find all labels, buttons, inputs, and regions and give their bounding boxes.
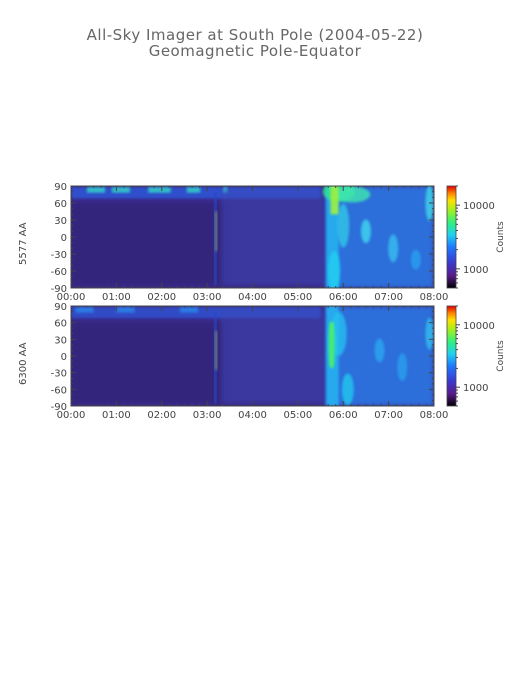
- x-tick-label: 07:00: [374, 410, 403, 421]
- heatmap-blob: [328, 251, 341, 288]
- heatmap-band-bright: [179, 307, 199, 313]
- y-tick-label: 90: [54, 302, 67, 313]
- y-tick-label: -30: [51, 250, 67, 261]
- x-tick-label: 02:00: [147, 292, 176, 303]
- heatmap-blob: [410, 249, 421, 270]
- colorbar-tick-label: 1000: [463, 383, 488, 394]
- heatmap-band-bright: [116, 307, 135, 313]
- heatmap-blob: [360, 219, 371, 244]
- heatmap-mid-region: [220, 188, 326, 286]
- colorbar-label: Counts: [496, 221, 506, 253]
- x-tick-label: 01:00: [102, 292, 131, 303]
- x-tick-label: 05:00: [283, 410, 312, 421]
- y-tick-label: -30: [51, 369, 67, 380]
- heatmap-blob: [337, 203, 350, 248]
- y-tick-label: -60: [51, 267, 67, 278]
- heatmap-core: [330, 186, 339, 215]
- colorbar-tick-label: 10000: [463, 321, 495, 332]
- heatmap-top-band: [71, 307, 321, 319]
- heatmap-spike-trail: [213, 191, 217, 286]
- heatmap-core: [329, 322, 334, 368]
- x-tick-label: 06:00: [329, 410, 358, 421]
- x-tick-label: 03:00: [193, 410, 222, 421]
- heatmap-blob: [341, 373, 354, 406]
- x-tick-label: 03:00: [193, 292, 222, 303]
- y-tick-label: 0: [61, 352, 67, 363]
- heatmap-spike-trail: [213, 311, 217, 404]
- y-axis-label: 5577 AA: [18, 222, 29, 265]
- colorbar: [446, 185, 457, 289]
- colorbar: [446, 305, 457, 407]
- heatmap-band-bright: [186, 187, 201, 193]
- heatmap-image: [71, 306, 434, 406]
- colorbar-tick-label: 10000: [463, 201, 495, 212]
- x-tick-label: 06:00: [329, 292, 358, 303]
- y-axis-label: 6300 AA: [18, 342, 29, 385]
- y-tick-label: -90: [51, 402, 67, 413]
- heatmap-band-bright: [111, 187, 130, 193]
- x-tick-label: 02:00: [147, 410, 176, 421]
- chart-title: All-Sky Imager at South Pole (2004-05-22…: [86, 26, 424, 44]
- heatmap-image: [71, 186, 434, 288]
- x-tick-label: 05:00: [283, 292, 312, 303]
- heatmap-blob: [334, 186, 371, 203]
- y-tick-label: 0: [61, 233, 67, 244]
- heatmap-dark-region: [71, 203, 226, 286]
- heatmap-blob: [388, 234, 399, 263]
- x-tick-label: 01:00: [102, 410, 131, 421]
- y-tick-label: 30: [54, 216, 67, 227]
- heatmap-band-bright: [86, 187, 106, 193]
- x-tick-label: 07:00: [374, 292, 403, 303]
- x-tick-label: 08:00: [420, 292, 449, 303]
- heatmap-blob: [397, 353, 408, 382]
- y-tick-label: 60: [54, 319, 67, 330]
- y-tick-label: 90: [54, 182, 67, 193]
- y-tick-label: -90: [51, 284, 67, 295]
- heatmap-blob: [425, 317, 434, 350]
- x-tick-label: 08:00: [420, 410, 449, 421]
- heatmap-band-bright: [75, 307, 94, 313]
- heatmap-band-bright: [148, 187, 171, 193]
- x-tick-label: 00:00: [57, 292, 86, 303]
- chart-subtitle: Geomagnetic Pole-Equator: [148, 42, 362, 60]
- heatmap-mid-region: [220, 308, 326, 404]
- x-tick-label: 00:00: [57, 410, 86, 421]
- y-tick-label: -60: [51, 385, 67, 396]
- x-tick-label: 04:00: [238, 292, 267, 303]
- colorbar-tick-label: 1000: [463, 265, 488, 276]
- heatmap-blob: [374, 338, 385, 363]
- colorbar-label: Counts: [496, 340, 506, 372]
- y-tick-label: 30: [54, 335, 67, 346]
- y-tick-label: 60: [54, 199, 67, 210]
- heatmap-dark-region: [71, 322, 226, 404]
- x-tick-label: 04:00: [238, 410, 267, 421]
